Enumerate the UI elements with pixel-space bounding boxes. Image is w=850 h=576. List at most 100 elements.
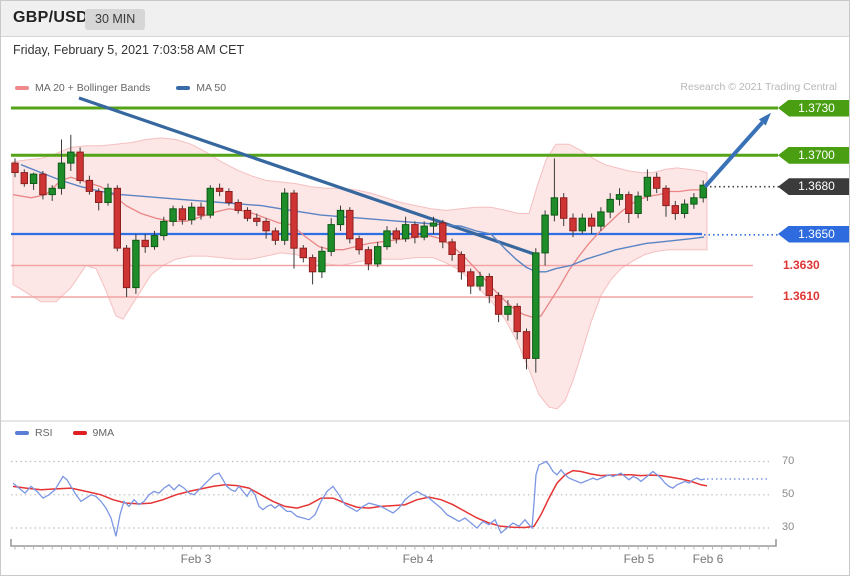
candle-bullish	[57, 162, 66, 189]
chart-datetime: Friday, February 5, 2021 7:03:58 AM CET	[13, 43, 245, 57]
candle-bullish	[504, 305, 512, 315]
time-axis-label-feb-5: Feb 5	[623, 552, 655, 566]
candle-bearish	[662, 187, 670, 207]
rsi-ma-swatch-icon	[72, 431, 87, 435]
candle-bullish	[327, 224, 335, 252]
candle-bearish	[11, 162, 19, 174]
candle-bearish	[457, 254, 466, 273]
price-label-1.3700: 1.3700	[778, 146, 849, 164]
candle-bullish	[606, 198, 614, 213]
candle-bearish	[85, 179, 94, 192]
candle-bullish	[532, 252, 540, 359]
candle-bullish	[420, 225, 428, 238]
candle-bearish	[653, 176, 661, 189]
candle-bullish	[29, 173, 38, 185]
candle-bullish	[160, 220, 168, 237]
candle-bullish	[150, 235, 159, 248]
candle-bullish	[67, 151, 75, 164]
candle-bearish	[355, 238, 363, 251]
timeframe-badge[interactable]: 30 MIN	[85, 9, 146, 30]
candle-bullish	[476, 276, 484, 287]
candle-bullish	[132, 239, 140, 289]
candle-bearish	[290, 192, 298, 249]
candle-bearish	[95, 191, 103, 203]
price-label-1.3630: 1.3630	[783, 257, 820, 272]
title-bar: GBP/USD 30 MIN	[1, 1, 849, 37]
candle-bullish	[690, 197, 698, 205]
candle-bearish	[587, 217, 596, 227]
rsi-axis-label-50: 50	[782, 487, 795, 500]
candle-bullish	[374, 246, 382, 265]
rsi-swatch-icon	[15, 431, 29, 435]
candle-bearish	[569, 217, 577, 232]
candle-bullish	[643, 176, 652, 197]
candle-bearish	[513, 305, 521, 333]
candle-bearish	[141, 239, 149, 248]
time-axis	[10, 539, 777, 547]
time-axis-label-feb-6: Feb 6	[692, 552, 724, 566]
symbol-title: GBP/USD	[13, 9, 88, 26]
candle-bullish	[578, 217, 586, 232]
candle-bearish	[243, 209, 252, 219]
candle-bearish	[225, 191, 233, 203]
rsi-legend-label: RSI	[35, 427, 53, 439]
candle-bearish	[178, 208, 187, 221]
candle-bullish	[383, 230, 391, 248]
rsi-axis-label-30: 30	[782, 521, 795, 533]
price-label-1.3730: 1.3730	[778, 99, 849, 117]
candle-bearish	[364, 249, 373, 265]
rsi-legend: RSI 9MA	[15, 427, 114, 439]
candle-bullish	[680, 203, 689, 215]
price-label-1.3680: 1.3680	[778, 178, 849, 196]
candle-bearish	[299, 247, 308, 259]
candle-bearish	[448, 241, 456, 255]
candle-bearish	[392, 230, 401, 240]
candle-bearish	[485, 276, 494, 296]
ma50-swatch-icon	[176, 86, 191, 90]
main-chart-legend: MA 20 + Bollinger Bands MA 50	[15, 82, 226, 94]
descending-trendline	[78, 96, 535, 256]
candle-bearish	[122, 247, 131, 289]
candle-bullish	[597, 211, 605, 227]
candle-bearish	[76, 151, 84, 182]
candle-bullish	[318, 250, 326, 273]
candle-bullish	[401, 224, 410, 240]
candle-bearish	[197, 206, 205, 216]
arrow-head-icon	[758, 112, 771, 126]
candle-bullish	[634, 195, 642, 214]
ma20-line	[12, 176, 707, 319]
candle-bearish	[253, 217, 261, 222]
candle-bearish	[671, 205, 679, 215]
candle-bullish	[699, 184, 707, 199]
rsi-line	[12, 460, 706, 537]
candle-bearish	[215, 187, 224, 192]
candle-bullish	[169, 208, 177, 222]
bollinger-band-area	[12, 137, 708, 410]
ma20-bollinger-legend-label: MA 20 + Bollinger Bands	[35, 82, 151, 94]
candle-bearish	[39, 173, 47, 196]
candle-bearish	[625, 194, 633, 215]
research-credit: Research © 2021 Trading Central	[680, 81, 837, 93]
price-label-1.3610: 1.3610	[783, 289, 820, 303]
candle-bearish	[411, 224, 419, 238]
time-axis-label-feb-3: Feb 3	[180, 552, 212, 566]
time-axis-label-feb-4: Feb 4	[402, 552, 434, 566]
candle-bullish	[281, 192, 289, 241]
candle-bearish	[522, 331, 531, 359]
candle-bearish	[346, 209, 354, 240]
ma50-legend-label: MA 50	[196, 82, 227, 94]
candle-bullish	[336, 209, 345, 226]
candle-bullish	[48, 187, 56, 196]
candle-bullish	[188, 206, 196, 221]
candle-bearish	[234, 202, 242, 211]
candle-bearish	[439, 222, 447, 243]
ma20-bollinger-swatch-icon	[15, 86, 29, 90]
candle-bearish	[113, 187, 121, 249]
candle-bearish	[271, 230, 280, 241]
candle-bullish	[104, 187, 112, 204]
candle-bearish	[20, 172, 29, 185]
ma50-line	[20, 164, 705, 273]
candle-bearish	[560, 197, 568, 219]
rsi-axis-label-70: 70	[782, 454, 795, 467]
